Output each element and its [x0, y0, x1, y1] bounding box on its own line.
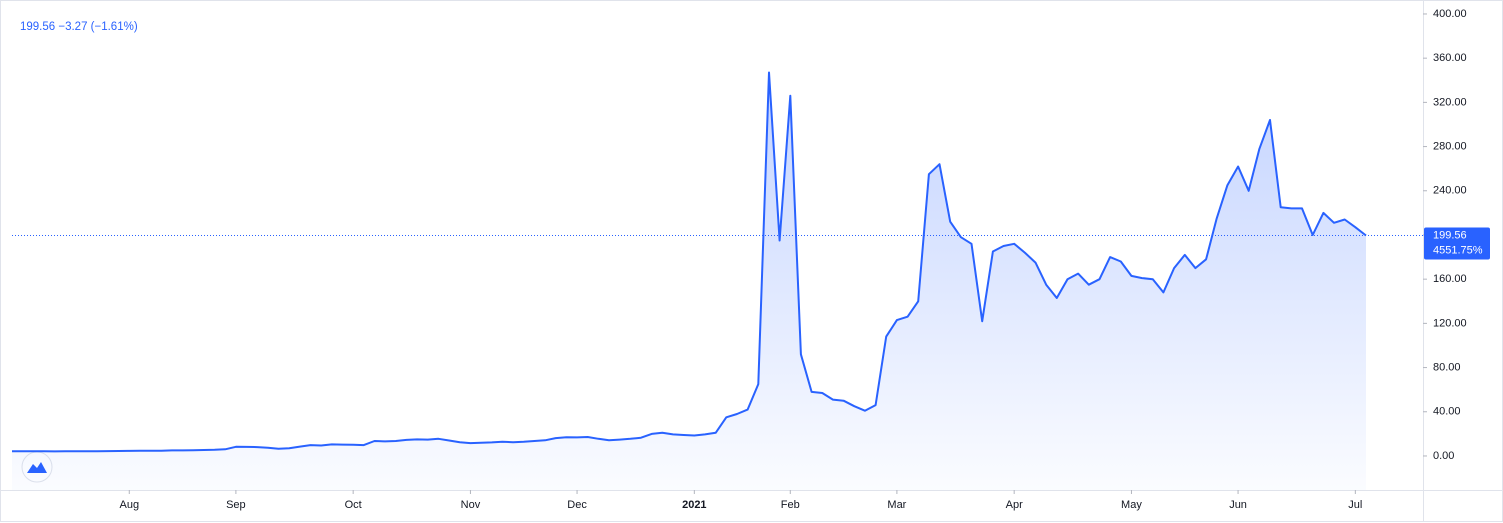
x-tick-label: Jul — [1348, 499, 1362, 511]
y-tick-label: 280.00 — [1433, 140, 1467, 152]
x-tick-label: Dec — [567, 499, 587, 511]
y-tick-label: 240.00 — [1433, 185, 1467, 197]
x-tick-label: Mar — [887, 499, 906, 511]
y-tick-label: 360.00 — [1433, 52, 1467, 64]
x-tick-label: 2021 — [682, 499, 706, 511]
x-tick-label: Oct — [345, 499, 362, 511]
x-tick-label: Aug — [119, 499, 139, 511]
x-tick-label: May — [1121, 499, 1142, 511]
price-tag-box — [1424, 227, 1490, 260]
x-tick-label: Jun — [1229, 499, 1247, 511]
x-tick-label: Nov — [461, 499, 481, 511]
price-tag-value: 199.56 — [1433, 229, 1467, 241]
x-tick-label: Sep — [226, 499, 246, 511]
x-tick-label: Feb — [781, 499, 800, 511]
y-tick-label: 160.00 — [1433, 273, 1467, 285]
y-tick-label: 120.00 — [1433, 317, 1467, 329]
y-tick-label: 0.00 — [1433, 450, 1454, 462]
y-tick-label: 80.00 — [1433, 361, 1461, 373]
area-fill — [12, 72, 1366, 490]
y-tick-label: 320.00 — [1433, 96, 1467, 108]
price-line — [12, 71, 1367, 453]
y-tick-label: 400.00 — [1433, 8, 1467, 20]
y-tick-label: 40.00 — [1433, 406, 1461, 418]
price-tag-change: 4551.75% — [1433, 244, 1483, 256]
x-tick-label: Apr — [1006, 499, 1023, 511]
price-header: 199.56 −3.27 (−1.61%) — [20, 21, 138, 33]
